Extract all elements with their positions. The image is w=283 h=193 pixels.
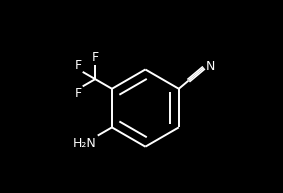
- Text: F: F: [92, 51, 99, 64]
- Text: F: F: [75, 87, 82, 100]
- Text: F: F: [75, 58, 82, 71]
- Text: N: N: [206, 60, 216, 73]
- Text: H₂N: H₂N: [73, 137, 97, 150]
